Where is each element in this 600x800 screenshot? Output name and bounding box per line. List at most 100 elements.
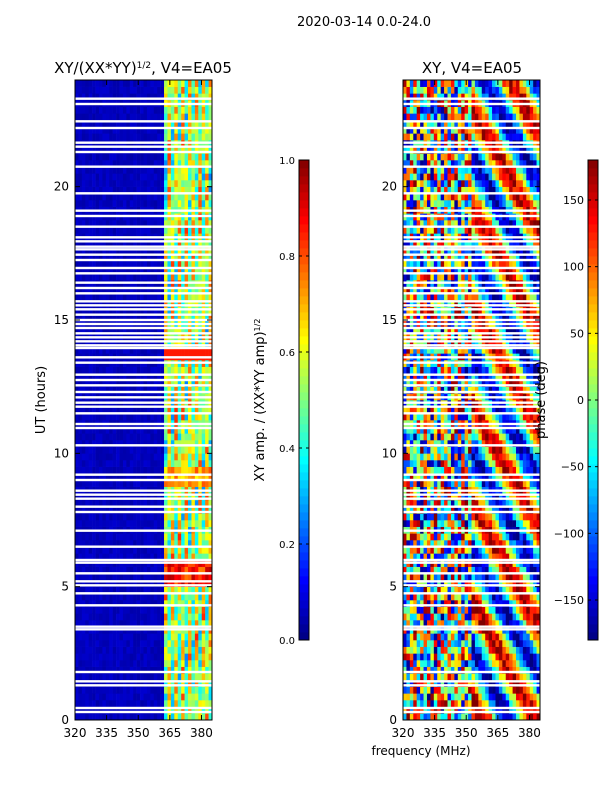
amplitude-cell (109, 160, 113, 167)
amplitude-cell (119, 693, 124, 701)
amplitude-cell (188, 566, 192, 574)
phase-cell (526, 700, 531, 707)
amplitude-cell (109, 520, 113, 527)
amplitude-cell (160, 340, 165, 347)
amplitude-cell (157, 86, 161, 94)
amplitude-cell (116, 153, 120, 161)
amplitude-cell (102, 493, 107, 501)
amplitude-cell (105, 366, 110, 374)
flagged-row (75, 322, 212, 326)
amplitude-cell (105, 446, 110, 454)
amplitude-cell (98, 166, 103, 174)
amplitude-cell (191, 180, 196, 187)
amplitude-cell (119, 266, 124, 274)
amplitude-cell (188, 266, 192, 274)
amplitude-cell (157, 300, 161, 307)
amplitude-cell (78, 413, 83, 421)
amplitude-cell (75, 93, 79, 101)
amplitude-cell (109, 300, 113, 307)
y-tick-label: 20 (54, 180, 69, 194)
amplitude-cell (85, 106, 89, 114)
amplitude-cell (201, 186, 206, 194)
phase-cell (430, 706, 435, 714)
amplitude-cell (205, 366, 209, 374)
amplitude-cell (98, 440, 103, 447)
phase-cell (471, 660, 476, 667)
amplitude-cell (129, 460, 134, 467)
amplitude-cell (188, 433, 192, 441)
amplitude-cell (112, 686, 117, 694)
phase-cell (533, 613, 537, 621)
phase-cell (522, 613, 527, 621)
phase-cell (433, 600, 438, 607)
amplitude-cell (140, 120, 144, 127)
amplitude-cell (194, 566, 199, 574)
phase-cell (468, 593, 472, 601)
phase-cell (488, 660, 493, 667)
amplitude-cell (177, 286, 182, 294)
amplitude-cell (150, 600, 155, 607)
amplitude-cell (116, 700, 120, 707)
amplitude-cell (150, 340, 155, 347)
phase-cell (519, 580, 524, 587)
amplitude-cell (119, 533, 124, 541)
amplitude-cell (92, 620, 96, 627)
phase-cell (450, 566, 455, 574)
phase-cell (416, 580, 421, 587)
phase-cell (502, 640, 507, 647)
amplitude-cell (194, 180, 199, 187)
amplitude-cell (129, 133, 134, 141)
amplitude-cell (143, 106, 148, 114)
amplitude-cell (150, 146, 155, 154)
amplitude-cell (170, 473, 175, 481)
amplitude-cell (126, 193, 131, 201)
amplitude-cell (177, 553, 182, 561)
amplitude-cell (116, 586, 120, 594)
amplitude-cell (88, 506, 93, 514)
phase-cell (488, 686, 493, 694)
amplitude-cell (188, 520, 192, 527)
amplitude-cell (122, 506, 127, 514)
amplitude-cell (95, 660, 100, 667)
phase-cell (450, 713, 455, 721)
amplitude-cell (150, 366, 155, 374)
amplitude-cell (81, 133, 86, 141)
amplitude-cell (201, 506, 206, 514)
phase-cell (474, 633, 479, 641)
amplitude-cell (133, 126, 137, 134)
amplitude-cell (184, 686, 189, 694)
phase-cell (502, 680, 507, 687)
amplitude-cell (116, 553, 120, 561)
phase-cell (526, 653, 531, 661)
phase-cell (502, 573, 507, 581)
flagged-row (75, 529, 212, 532)
phase-cell (406, 660, 411, 667)
amplitude-cell (105, 93, 110, 101)
phase-cell (495, 580, 500, 587)
amplitude-cell (170, 573, 175, 581)
phase-cell (485, 613, 489, 621)
amplitude-cell (150, 300, 155, 307)
amplitude-cell (194, 166, 199, 174)
amplitude-cell (95, 386, 100, 394)
phase-cell (529, 640, 534, 647)
flagged-row (75, 214, 212, 218)
phase-cell (495, 633, 500, 641)
amplitude-cell (136, 540, 141, 547)
phase-cell (512, 633, 517, 641)
amplitude-cell (201, 326, 206, 334)
amplitude-cell (208, 133, 213, 141)
phase-cell (498, 680, 503, 687)
phase-cell (464, 593, 469, 601)
amplitude-cell (177, 566, 182, 574)
amplitude-cell (205, 126, 209, 134)
amplitude-cell (81, 580, 86, 587)
amplitude-cell (194, 386, 199, 394)
phase-cell (406, 673, 411, 681)
amplitude-cell (153, 186, 158, 194)
amplitude-cell (119, 673, 124, 681)
amplitude-cell (92, 613, 96, 621)
amplitude-cell (102, 293, 107, 301)
phase-cell (461, 673, 465, 681)
amplitude-cell (181, 633, 185, 641)
